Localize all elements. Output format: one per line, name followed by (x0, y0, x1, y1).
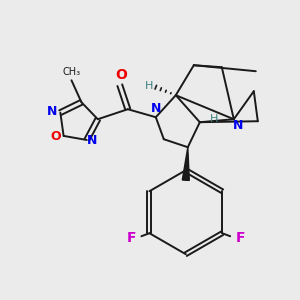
Text: CH₃: CH₃ (62, 67, 80, 77)
Text: H: H (145, 81, 153, 91)
Polygon shape (182, 147, 189, 180)
Text: F: F (236, 231, 245, 245)
Text: N: N (151, 102, 161, 115)
Text: F: F (127, 231, 136, 245)
Text: H: H (210, 114, 218, 124)
Text: N: N (232, 119, 243, 132)
Text: O: O (50, 130, 61, 143)
Text: N: N (87, 134, 97, 148)
Text: N: N (47, 105, 58, 118)
Text: O: O (115, 68, 127, 82)
